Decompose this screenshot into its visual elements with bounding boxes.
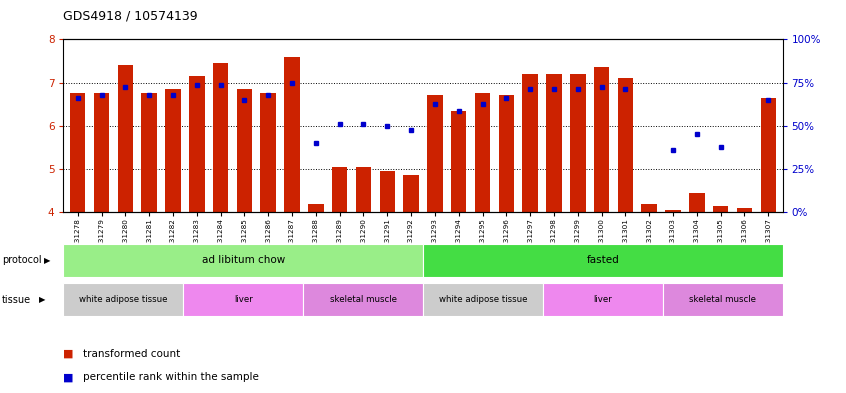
Bar (308, 204, 323, 212)
Bar (63, 283, 184, 316)
Bar (237, 89, 252, 212)
Bar (451, 111, 466, 212)
Bar (713, 206, 728, 212)
Bar (427, 95, 442, 212)
Bar (423, 244, 783, 277)
Bar (641, 204, 657, 212)
Bar (423, 283, 543, 316)
Bar (618, 78, 633, 212)
Text: skeletal muscle: skeletal muscle (689, 295, 756, 304)
Bar (141, 93, 157, 212)
Bar (165, 89, 181, 212)
Bar (118, 65, 133, 212)
Bar (63, 244, 423, 277)
Bar (404, 175, 419, 212)
Bar (543, 283, 662, 316)
Text: liver: liver (233, 295, 253, 304)
Bar (94, 93, 109, 212)
Bar (284, 57, 299, 212)
Text: GDS4918 / 10574139: GDS4918 / 10574139 (63, 10, 198, 23)
Text: ■: ■ (63, 349, 74, 359)
Bar (332, 167, 348, 212)
Text: protocol: protocol (2, 255, 41, 265)
Text: tissue: tissue (2, 295, 30, 305)
Bar (70, 93, 85, 212)
Bar (665, 210, 681, 212)
Bar (303, 283, 423, 316)
Text: percentile rank within the sample: percentile rank within the sample (83, 372, 259, 382)
Text: ■: ■ (63, 372, 74, 382)
Bar (355, 167, 371, 212)
Bar (523, 74, 538, 212)
Bar (380, 171, 395, 212)
Bar (498, 95, 514, 212)
Bar (261, 93, 276, 212)
Bar (547, 74, 562, 212)
Text: ▶: ▶ (39, 295, 46, 304)
Bar (594, 67, 609, 212)
Bar (570, 74, 585, 212)
Text: ad libitum chow: ad libitum chow (201, 255, 285, 265)
Bar (213, 63, 228, 212)
Text: ▶: ▶ (44, 256, 51, 265)
Bar (761, 97, 776, 212)
Text: white adipose tissue: white adipose tissue (80, 295, 168, 304)
Bar (475, 93, 491, 212)
Bar (689, 193, 705, 212)
Bar (662, 283, 783, 316)
Text: fasted: fasted (586, 255, 619, 265)
Text: skeletal muscle: skeletal muscle (330, 295, 397, 304)
Bar (737, 208, 752, 212)
Text: transformed count: transformed count (83, 349, 180, 359)
Bar (189, 76, 205, 212)
Bar (184, 283, 303, 316)
Text: white adipose tissue: white adipose tissue (439, 295, 527, 304)
Text: liver: liver (593, 295, 613, 304)
